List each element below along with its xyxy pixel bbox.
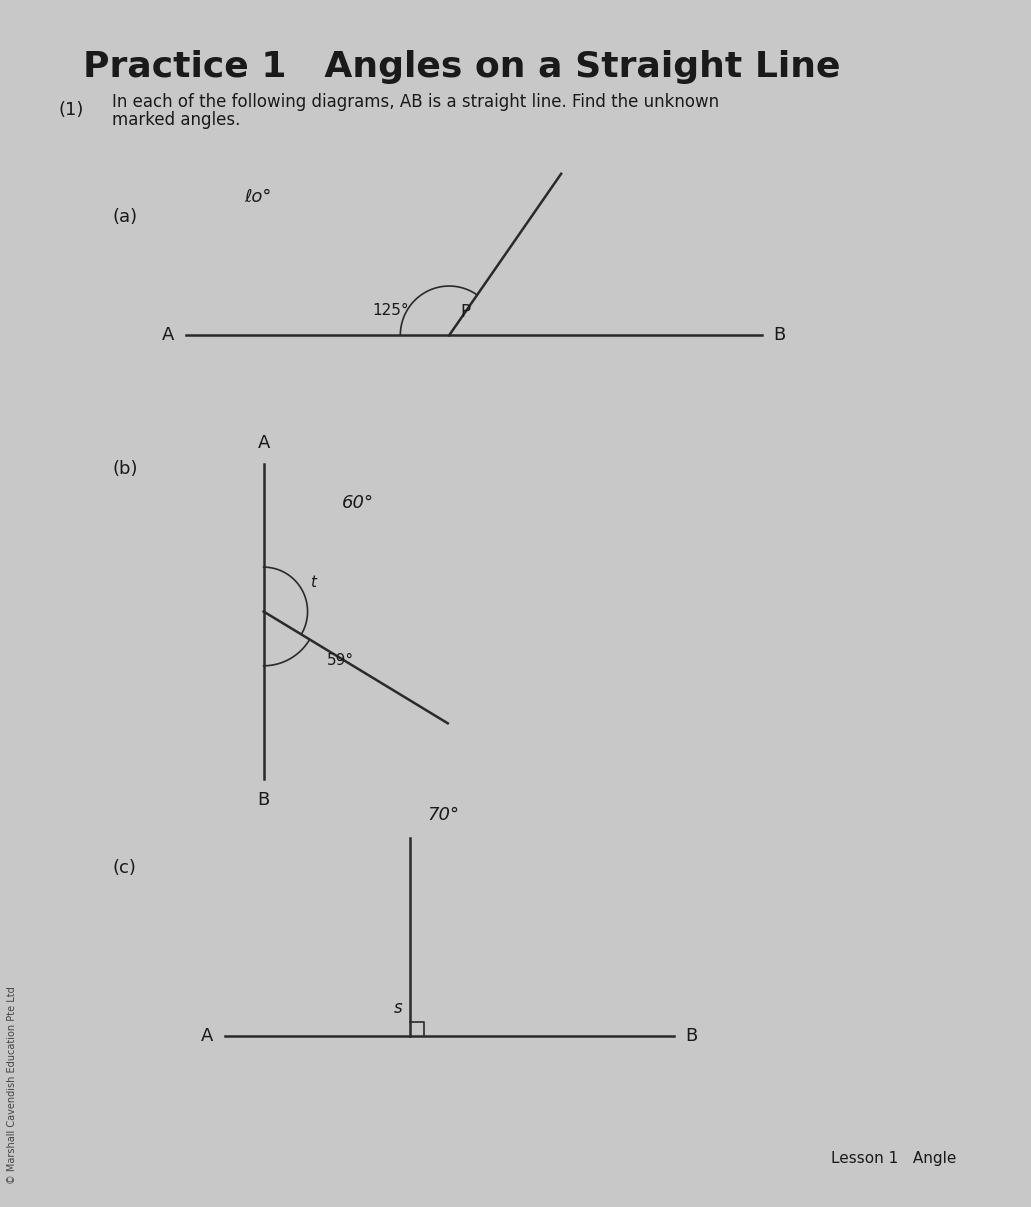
Text: In each of the following diagrams, AB is a straight line. Find the unknown: In each of the following diagrams, AB is… [112, 93, 720, 111]
Text: s: s [394, 999, 402, 1018]
Text: (c): (c) [112, 859, 136, 877]
Text: B: B [686, 1027, 698, 1045]
Text: P: P [461, 303, 471, 321]
Text: A: A [258, 433, 270, 451]
Text: 125°: 125° [372, 303, 409, 319]
Text: A: A [200, 1027, 212, 1045]
Text: 59°: 59° [327, 653, 355, 669]
Text: B: B [258, 791, 270, 809]
Text: Practice 1   Angles on a Straight Line: Practice 1 Angles on a Straight Line [82, 49, 840, 84]
Text: B: B [773, 326, 786, 344]
Text: (b): (b) [112, 460, 138, 478]
Text: (1): (1) [59, 101, 84, 119]
Text: A: A [162, 326, 174, 344]
Text: (a): (a) [112, 208, 137, 226]
Text: 60°: 60° [341, 494, 373, 512]
Text: 70°: 70° [428, 805, 460, 823]
Text: Lesson 1   Angle: Lesson 1 Angle [831, 1151, 957, 1166]
Text: ℓo°: ℓo° [244, 188, 271, 206]
Text: marked angles.: marked angles. [112, 111, 240, 129]
Text: t: t [310, 576, 317, 590]
Text: © Marshall Cavendish Education Pte Ltd: © Marshall Cavendish Education Pte Ltd [7, 986, 16, 1184]
